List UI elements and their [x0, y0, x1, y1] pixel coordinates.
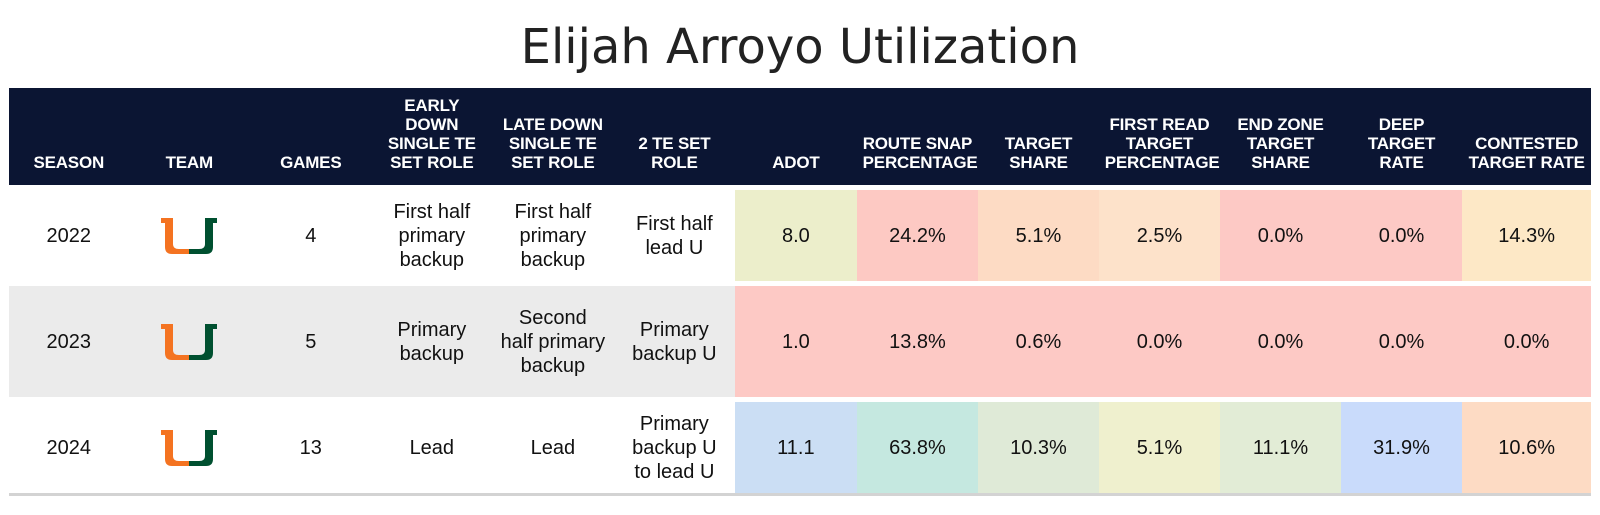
- contested-target-cell: 10.6%: [1462, 397, 1591, 496]
- team-cell: [128, 397, 251, 496]
- target-share-cell: 5.1%: [978, 185, 1099, 284]
- table-row: 2024 13 Lead Lead Primary backup U to le…: [9, 397, 1591, 496]
- column-header: CONTESTED TARGET RATE: [1462, 88, 1591, 188]
- first-read-cell: 2.5%: [1098, 185, 1221, 284]
- route-snap-cell: 63.8%: [856, 397, 979, 496]
- two-te-role-cell: First half lead U: [613, 185, 736, 284]
- team-cell: [128, 281, 251, 400]
- column-header: TARGET SHARE: [978, 88, 1099, 188]
- utilization-table: SEASON TEAM GAMES EARLY DOWN SINGLE TE S…: [9, 88, 1591, 496]
- two-te-role-cell: Primary backup U to lead U: [613, 397, 736, 496]
- games-cell: 13: [250, 397, 372, 496]
- early-down-role-cell: Lead: [371, 397, 493, 496]
- late-down-role-cell: Lead: [492, 397, 614, 496]
- deep-target-cell: 0.0%: [1340, 185, 1463, 284]
- chart-title: Elijah Arroyo Utilization: [520, 19, 1080, 75]
- target-share-cell: 0.6%: [978, 281, 1099, 400]
- early-down-role-cell: First half primary backup: [371, 185, 493, 284]
- miami-u-logo-icon: [161, 217, 218, 254]
- adot-cell: 11.1: [735, 397, 857, 496]
- games-cell: 5: [250, 281, 372, 400]
- column-header: LATE DOWN SINGLE TE SET ROLE: [492, 88, 614, 188]
- column-header: GAMES: [250, 88, 372, 188]
- column-header: FIRST READ TARGET PERCENTAGE: [1098, 88, 1221, 188]
- column-header: SEASON: [9, 88, 129, 188]
- route-snap-cell: 13.8%: [856, 281, 979, 400]
- miami-u-logo-icon: [161, 323, 218, 360]
- season-cell: 2022: [9, 185, 129, 284]
- games-cell: 4: [250, 185, 372, 284]
- header-row: SEASON TEAM GAMES EARLY DOWN SINGLE TE S…: [9, 88, 1591, 188]
- miami-u-logo-icon: [161, 429, 218, 466]
- adot-cell: 8.0: [735, 185, 857, 284]
- end-zone-cell: 0.0%: [1220, 185, 1341, 284]
- column-header: 2 TE SET ROLE: [613, 88, 736, 188]
- two-te-role-cell: Primary backup U: [613, 281, 736, 400]
- adot-cell: 1.0: [735, 281, 857, 400]
- deep-target-cell: 0.0%: [1340, 281, 1463, 400]
- target-share-cell: 10.3%: [978, 397, 1099, 496]
- route-snap-cell: 24.2%: [856, 185, 979, 284]
- first-read-cell: 5.1%: [1098, 397, 1221, 496]
- late-down-role-cell: Second half primary backup: [492, 281, 614, 400]
- end-zone-cell: 0.0%: [1220, 281, 1341, 400]
- column-header: ADOT: [735, 88, 857, 188]
- column-header: TEAM: [128, 88, 251, 188]
- table-row: 2023 5 Primary backup Second half primar…: [9, 281, 1591, 400]
- season-cell: 2024: [9, 397, 129, 496]
- column-header: ROUTE SNAP PERCENTAGE: [856, 88, 979, 188]
- season-cell: 2023: [9, 281, 129, 400]
- end-zone-cell: 11.1%: [1220, 397, 1341, 496]
- column-header: EARLY DOWN SINGLE TE SET ROLE: [371, 88, 493, 188]
- late-down-role-cell: First half primary backup: [492, 185, 614, 284]
- first-read-cell: 0.0%: [1098, 281, 1221, 400]
- team-cell: [128, 185, 251, 284]
- table-row: 2022 4 First half primary backup First h…: [9, 185, 1591, 284]
- contested-target-cell: 14.3%: [1462, 185, 1591, 284]
- deep-target-cell: 31.9%: [1340, 397, 1463, 496]
- column-header: END ZONE TARGET SHARE: [1220, 88, 1341, 188]
- early-down-role-cell: Primary backup: [371, 281, 493, 400]
- contested-target-cell: 0.0%: [1462, 281, 1591, 400]
- column-header: DEEP TARGET RATE: [1340, 88, 1463, 188]
